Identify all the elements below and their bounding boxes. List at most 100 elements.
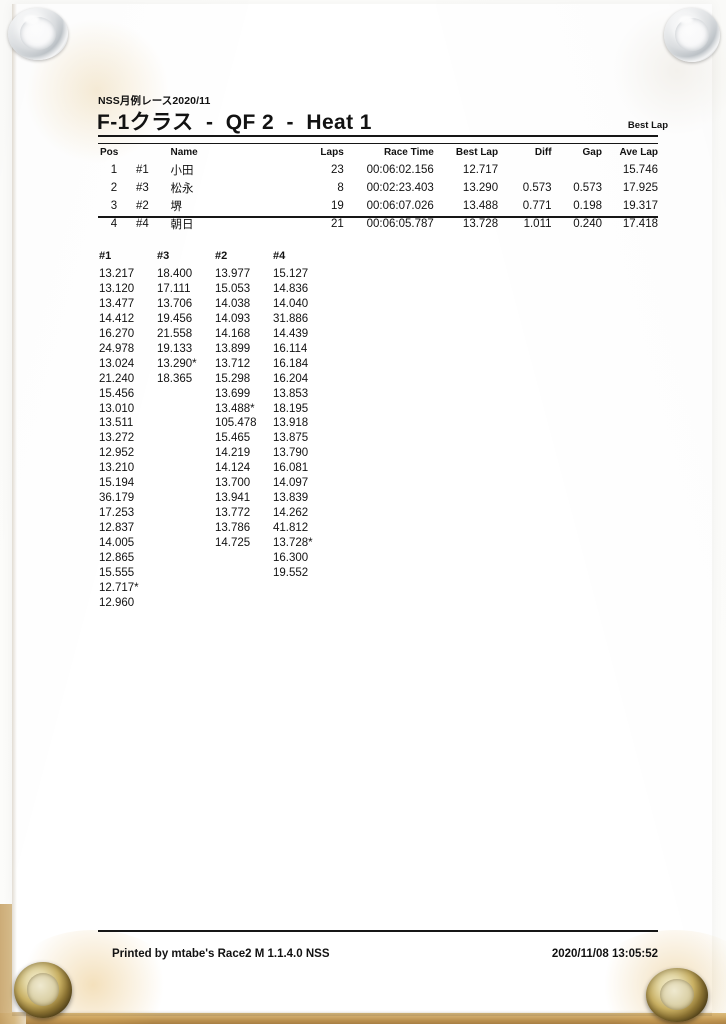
lap-time-value: 14.725 — [215, 537, 251, 550]
brass-paperweight-bottom-right — [646, 968, 708, 1022]
cell-race-time: 00:06:02.156 — [366, 164, 434, 176]
table-row: 2 #3 松永 8 00:02:23.403 13.290 0.573 0.573 17.925 — [98, 179, 658, 197]
header-car — [130, 147, 165, 161]
lap-time-value: 21.240 — [99, 372, 135, 385]
lap-time-value: 13.790 — [273, 447, 309, 460]
cell-gap: 0.198 — [573, 200, 602, 212]
lap-time-value: 13.477 — [99, 297, 135, 310]
paperweight-glint — [23, 15, 40, 24]
cell-best-lap: 13.488 — [462, 200, 499, 212]
footer-rule — [98, 930, 658, 932]
glass-paperweight-top-right — [664, 8, 720, 62]
header-laps: Laps — [320, 147, 344, 158]
lap-column: #2 13.977 15.053 14.038 14.093 14.168 13.899 13… — [215, 249, 273, 611]
paper-left-edge — [12, 4, 17, 1012]
footer-timestamp: 2020/11/08 13:05:52 — [551, 948, 658, 960]
paperweight-face — [26, 973, 60, 1006]
lap-time-value: 13.272 — [99, 432, 135, 445]
cell-best-lap: 13.290 — [462, 182, 499, 194]
lap-time-value: 13.853 — [273, 387, 309, 400]
lap-time-value: 14.412 — [99, 312, 135, 325]
lap-time-value: 14.262 — [273, 507, 309, 520]
lap-time-value: 13.120 — [99, 282, 135, 295]
lap-time-value: 18.195 — [273, 402, 309, 415]
lap-time-value: 13.712 — [215, 357, 251, 370]
lap-time-value: 14.093 — [215, 312, 251, 325]
lap-time-value: 16.300 — [273, 552, 309, 565]
cell-pos: 4 — [110, 218, 118, 230]
lap-time-value: 18.365 — [157, 372, 193, 385]
table-top-rule — [98, 143, 658, 144]
lap-time-value: 13.290* — [157, 357, 197, 370]
lap-time-value: 13.875 — [273, 432, 309, 445]
cell-ave-lap: 15.746 — [622, 164, 658, 176]
lap-time-value: 12.717* — [99, 581, 139, 594]
results-table-body: 1 #1 小田 23 00:06:02.156 12.717 15.746 2 #3 松永 8 00:… — [98, 161, 658, 233]
lap-time-value: 31.886 — [273, 312, 309, 325]
lap-time-value: 14.219 — [215, 447, 251, 460]
lap-time-value: 12.952 — [99, 447, 135, 460]
cell-best-lap: 12.717 — [462, 164, 499, 176]
glass-paperweight-top-left — [8, 8, 68, 60]
lap-time-value: 14.005 — [99, 537, 135, 550]
cell-race-time: 00:06:05.787 — [366, 218, 434, 230]
lap-time-value: 12.960 — [99, 596, 135, 609]
paperweight-ring — [675, 17, 709, 52]
lap-time-value: 13.210 — [99, 462, 135, 475]
lap-time-value: 16.114 — [273, 342, 308, 355]
header-gap: Gap — [582, 147, 602, 158]
lap-time-value: 16.204 — [273, 372, 309, 385]
lap-column-header: #1 — [99, 250, 112, 262]
lap-time-value: 13.488* — [215, 402, 255, 415]
lap-time-value: 13.977 — [215, 267, 251, 280]
cell-laps: 23 — [330, 164, 344, 176]
cell-pos: 3 — [110, 200, 118, 212]
lap-column-header: #4 — [273, 250, 286, 262]
lap-time-value: 15.053 — [215, 282, 251, 295]
cell-name: 松永 — [170, 183, 194, 195]
paper-bottom-shadow — [12, 1010, 712, 1016]
cell-race-time: 00:06:07.026 — [366, 200, 434, 212]
cell-gap: 0.573 — [573, 182, 602, 194]
lap-time-value: 12.865 — [99, 552, 135, 565]
lap-time-value: 14.124 — [215, 462, 251, 475]
cell-diff: 0.771 — [522, 200, 552, 212]
lap-times-grid: #1 13.217 13.120 13.477 14.412 16.270 24.978 13… — [99, 249, 331, 611]
cell-gap — [552, 161, 602, 179]
header-name: Name — [170, 147, 198, 158]
lap-time-value: 13.899 — [215, 342, 251, 355]
paperweight-glint — [678, 15, 694, 25]
table-row: 4 #4 朝日 21 00:06:05.787 13.728 1.011 0.240 17.41… — [98, 215, 658, 233]
lap-time-value: 13.941 — [215, 492, 251, 505]
cell-race-time: 00:02:23.403 — [366, 182, 434, 194]
header-ave-lap: Ave Lap — [619, 147, 658, 158]
cell-diff: 0.573 — [522, 182, 552, 194]
lap-time-value: 13.918 — [273, 417, 309, 430]
lap-time-value: 13.706 — [157, 297, 193, 310]
lap-time-value: 14.097 — [273, 477, 309, 490]
lap-time-value: 13.772 — [215, 507, 251, 520]
cell-car: #3 — [135, 182, 149, 194]
lap-time-value: 13.786 — [215, 522, 251, 535]
cell-gap: 0.240 — [573, 218, 602, 230]
table-bottom-rule — [98, 216, 658, 218]
lap-time-value: 13.699 — [215, 387, 251, 400]
title-rule — [98, 135, 658, 137]
cell-diff: 1.011 — [523, 218, 552, 230]
lap-time-value: 13.728* — [273, 537, 313, 550]
results-table-head: Pos Name Laps Race Time Best Lap Diff Ga… — [98, 147, 658, 161]
lap-time-value: 13.024 — [99, 357, 135, 370]
lap-column-header: #2 — [215, 250, 228, 262]
lap-time-value: 15.456 — [99, 387, 135, 400]
lap-time-value: 13.700 — [215, 477, 251, 490]
lap-time-value: 15.194 — [99, 477, 135, 490]
cell-car: #4 — [135, 218, 149, 230]
lap-time-value: 36.179 — [99, 492, 135, 505]
cell-ave-lap: 17.418 — [622, 218, 658, 230]
table-row: 1 #1 小田 23 00:06:02.156 12.717 15.746 — [98, 161, 658, 179]
footer-printed-by: Printed by mtabe's Race2 M 1.1.4.0 NSS — [112, 948, 330, 960]
lap-time-value: 12.837 — [99, 522, 135, 535]
brass-paperweight-bottom-left — [14, 962, 72, 1018]
lap-column: #3 18.400 17.111 13.706 19.456 21.558 19.133 13… — [157, 249, 215, 611]
